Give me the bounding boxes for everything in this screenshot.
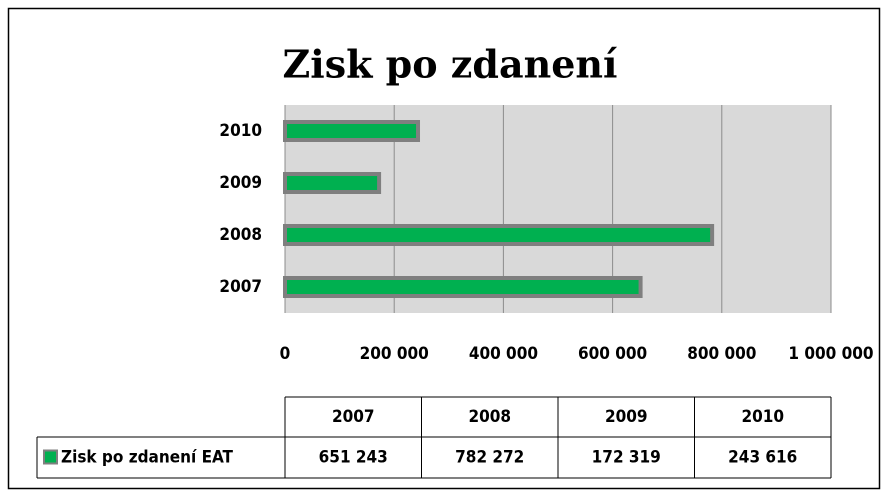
y-tick-label: 2009: [219, 173, 262, 193]
x-tick-label: 600 000: [578, 344, 647, 364]
y-tick-label: 2010: [219, 121, 262, 141]
bar: [283, 276, 643, 298]
legend-label: Zisk po zdanení EAT: [61, 448, 234, 468]
x-tick-label: 200 000: [360, 344, 429, 364]
table-header: 2007: [332, 407, 375, 427]
bar: [283, 120, 421, 142]
x-tick-label: 1 000 000: [788, 344, 873, 364]
chart-title: Zisk po zdanení: [283, 42, 618, 87]
legend-key: [43, 449, 58, 465]
table-value: 651 243: [319, 448, 388, 468]
y-tick-label: 2007: [219, 277, 262, 297]
table-header: 2009: [605, 407, 648, 427]
table-header: 2010: [741, 407, 784, 427]
x-tick-label: 400 000: [469, 344, 538, 364]
table-value: 243 616: [728, 448, 797, 468]
table-value: 782 272: [455, 448, 524, 468]
table-value: 172 319: [592, 448, 661, 468]
x-tick-label: 800 000: [687, 344, 756, 364]
table-header: 2008: [468, 407, 511, 427]
x-tick-label: 0: [280, 344, 291, 364]
bar: [283, 172, 382, 194]
y-tick-label: 2008: [219, 225, 262, 245]
bar: [283, 224, 715, 246]
